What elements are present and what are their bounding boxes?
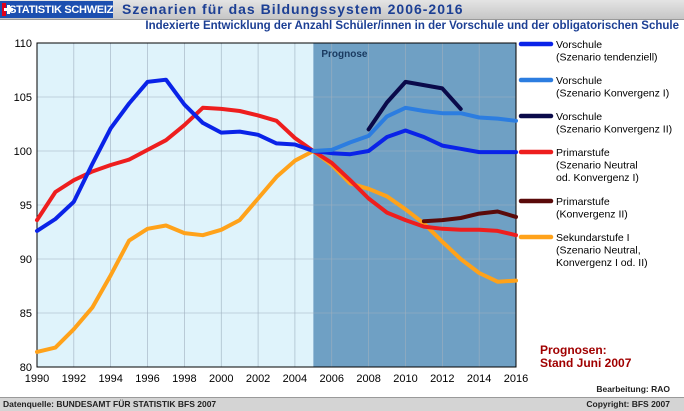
series-layer <box>35 77 518 354</box>
x-tick-label: 1998 <box>172 373 196 385</box>
y-axis: 80 85 90 95 100 105 110 <box>14 38 32 374</box>
x-tick-label: 1994 <box>98 373 122 385</box>
bearbeitung-credit: Bearbeitung: RAO <box>596 384 670 394</box>
x-tick-label: 1990 <box>25 373 49 385</box>
copyright: Copyright: BFS 2007 <box>586 399 670 409</box>
data-source: Datenquelle: BUNDESAMT FÜR STATISTIK BFS… <box>3 399 217 409</box>
x-tick-label: 1992 <box>62 373 86 385</box>
legend-label: Sekundarstufe I <box>556 232 630 244</box>
series-line <box>35 77 518 233</box>
series-line <box>421 209 518 224</box>
x-tick-label: 2012 <box>430 373 454 385</box>
forecast-note: Prognosen: Stand Juni 2007 <box>540 344 631 370</box>
swiss-flag-icon <box>2 3 14 16</box>
legend-label: (Szenario Neutral <box>556 160 638 172</box>
forecast-note-title: Prognosen: <box>540 343 607 357</box>
forecast-region-label: Prognose <box>321 49 368 60</box>
plot-frame <box>36 42 517 368</box>
legend-label: (Szenario Neutral, <box>556 245 641 257</box>
legend-label: od. Konvergenz I) <box>556 172 639 184</box>
legend-label: (Szenario Konvergenz I) <box>556 88 669 100</box>
x-tick-label: 2016 <box>504 373 528 385</box>
title-bar: STATISTIK SCHWEIZ Szenarien für das Bild… <box>0 0 684 20</box>
x-axis: 1990 1992 1994 1996 1998 2000 2002 2004 2006 2008… <box>25 373 528 385</box>
chart-title: Indexierte Entwicklung der Anzahl Schüle… <box>145 20 679 32</box>
legend-label: (Konvergenz II) <box>556 209 628 221</box>
legend-label: Vorschule <box>556 75 602 87</box>
legend-label: Vorschule <box>556 39 602 51</box>
x-tick-label: 2002 <box>246 373 270 385</box>
series-line <box>35 105 518 238</box>
x-tick-label: 2008 <box>356 373 380 385</box>
legend-label: Konvergenz I od. II) <box>556 257 648 269</box>
y-tick-label: 95 <box>20 200 32 212</box>
logo-text: STATISTIK SCHWEIZ <box>9 3 113 16</box>
legend: Vorschule(Szenario tendenziell)Vorschule… <box>518 39 672 269</box>
x-tick-label: 2006 <box>320 373 344 385</box>
bfs-logo: STATISTIK SCHWEIZ <box>0 1 113 18</box>
x-tick-label: 2000 <box>209 373 233 385</box>
legend-label: Vorschule <box>556 111 602 123</box>
legend-label: Primarstufe <box>556 147 610 159</box>
y-tick-label: 90 <box>20 254 32 266</box>
x-tick-label: 2014 <box>467 373 491 385</box>
y-tick-label: 110 <box>14 38 32 50</box>
y-tick-label: 85 <box>20 308 32 320</box>
x-tick-label: 1996 <box>135 373 159 385</box>
y-tick-label: 100 <box>14 146 32 158</box>
series-line <box>366 79 463 132</box>
x-tick-label: 2004 <box>283 373 307 385</box>
forecast-note-date: Stand Juni 2007 <box>540 356 632 370</box>
y-tick-label: 105 <box>14 92 32 104</box>
legend-label: Primarstufe <box>556 196 610 208</box>
series-line <box>311 105 518 153</box>
y-tick-label: 80 <box>20 362 32 374</box>
legend-label: (Szenario Konvergenz II) <box>556 124 672 136</box>
footer: Datenquelle: BUNDESAMT FÜR STATISTIK BFS… <box>0 397 684 411</box>
legend-label: (Szenario tendenziell) <box>556 52 658 64</box>
x-tick-label: 2010 <box>393 373 417 385</box>
series-line <box>35 149 518 354</box>
page-title: Szenarien für das Bildungssystem 2006-20… <box>122 1 464 17</box>
